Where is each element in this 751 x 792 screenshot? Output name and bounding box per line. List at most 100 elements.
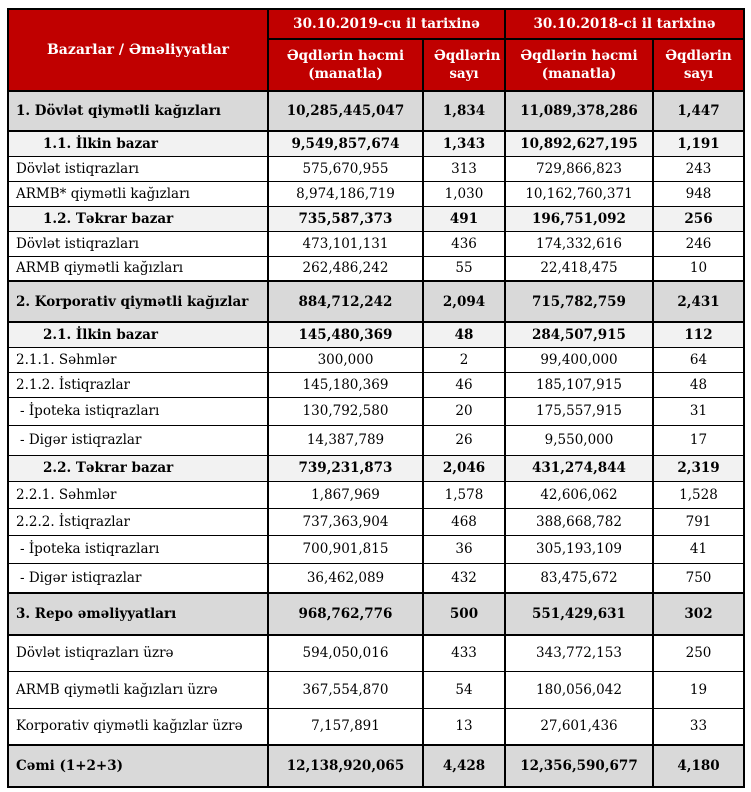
row-value: 433 [422,634,506,672]
table-row: Dövlət istiqrazları üzrə 594,050,016 433 34… [7,634,745,672]
row-value: 1,528 [652,480,745,509]
table-row: Cəmi (1+2+3) 12,138,920,065 4,428 12,356,59… [7,744,745,788]
row-value: 729,866,823 [504,155,654,182]
row-value: 27,601,436 [504,707,654,746]
row-value: 594,050,016 [267,634,424,672]
row-label: - Digər istiqrazlar [7,424,269,456]
table-row: Dövlət istiqrazları 575,670,955 313 729,866… [7,155,745,182]
row-label: ARMB qiymətli kağızları üzrə [7,670,269,709]
row-label: Cəmi (1+2+3) [7,744,269,788]
row-value: 300,000 [267,346,424,373]
row-value: 737,363,904 [267,507,424,536]
row-value: 174,332,616 [504,230,654,257]
row-value: 36 [422,534,506,564]
row-value: 715,782,759 [504,280,654,323]
row-value: 9,549,857,674 [267,130,424,157]
row-value: 343,772,153 [504,634,654,672]
row-value: 302 [652,592,745,636]
row-value: 22,418,475 [504,255,654,282]
row-label: 2.1. İlkin bazar [7,321,269,348]
row-value: 99,400,000 [504,346,654,373]
row-value: 948 [652,180,745,207]
row-value: 1,447 [652,90,745,132]
row-value: 10 [652,255,745,282]
col-header-count-2019: Əqdlərin sayı [422,38,506,92]
row-value: 739,231,873 [267,454,424,482]
row-value: 700,901,815 [267,534,424,564]
row-value: 305,193,109 [504,534,654,564]
row-label: 1. Dövlət qiymətli kağızları [7,90,269,132]
row-value: 284,507,915 [504,321,654,348]
row-value: 575,670,955 [267,155,424,182]
row-value: 14,387,789 [267,424,424,456]
row-value: 10,892,627,195 [504,130,654,157]
row-value: 313 [422,155,506,182]
row-value: 175,557,915 [504,396,654,426]
row-value: 12,138,920,065 [267,744,424,788]
table-row: 1.1. İlkin bazar 9,549,857,674 1,343 10,892… [7,130,745,157]
row-value: 46 [422,371,506,398]
row-value: 185,107,915 [504,371,654,398]
row-value: 968,762,776 [267,592,424,636]
row-value: 2,431 [652,280,745,323]
row-label: - İpoteka istiqrazları [7,534,269,564]
row-value: 2,094 [422,280,506,323]
row-label: ARMB* qiymətli kağızları [7,180,269,207]
row-value: 145,180,369 [267,371,424,398]
row-value: 17 [652,424,745,456]
row-value: 41 [652,534,745,564]
row-value: 750 [652,562,745,594]
row-value: 180,056,042 [504,670,654,709]
row-value: 10,285,445,047 [267,90,424,132]
row-value: 551,429,631 [504,592,654,636]
row-value: 256 [652,205,745,232]
row-value: 130,792,580 [267,396,424,426]
row-value: 48 [422,321,506,348]
table-row: - İpoteka istiqrazları 700,901,815 36 305,1… [7,534,745,564]
row-label: 2.1.2. İstiqrazlar [7,371,269,398]
row-label: Dövlət istiqrazları [7,155,269,182]
col-group-2019: 30.10.2019-cu il tarixinə [267,8,506,40]
row-label: 1.1. İlkin bazar [7,130,269,157]
row-value: 10,162,760,371 [504,180,654,207]
table-row: 2.2. Təkrar bazar 739,231,873 2,046 431,274… [7,454,745,482]
row-value: 735,587,373 [267,205,424,232]
row-value: 8,974,186,719 [267,180,424,207]
row-value: 55 [422,255,506,282]
col-header-count-2018: Əqdlərin sayı [652,38,745,92]
row-label: - Digər istiqrazlar [7,562,269,594]
col-group-2018: 30.10.2018-ci il tarixinə [504,8,745,40]
row-value: 250 [652,634,745,672]
table-row: 1.2. Təkrar bazar 735,587,373 491 196,751,0… [7,205,745,232]
header-sub-row: Əqdlərin həcmi (manatla) Əqdlərin sayı Ə… [8,38,745,92]
table-row: ARMB* qiymətli kağızları 8,974,186,719 1,0… [7,180,745,207]
row-value: 19 [652,670,745,709]
row-label: - İpoteka istiqrazları [7,396,269,426]
table-header: Bazarlar / Əməliyyatlar 30.10.2019-cu il… [7,8,745,92]
table-row: - İpoteka istiqrazları 130,792,580 20 175,5… [7,396,745,426]
table-row: - Digər istiqrazlar 14,387,789 26 9,550,000… [7,424,745,456]
table-row: ARMB qiymətli kağızları üzrə 367,554,870 5… [7,670,745,709]
row-value: 196,751,092 [504,205,654,232]
row-value: 431,274,844 [504,454,654,482]
row-label: 1.2. Təkrar bazar [7,205,269,232]
table-row: 2.1.1. Səhmlər 300,000 2 99,400,000 64 [7,346,745,373]
row-value: 1,030 [422,180,506,207]
row-value: 64 [652,346,745,373]
row-label: Dövlət istiqrazları [7,230,269,257]
table-row: ARMB qiymətli kağızları 262,486,242 55 22,4… [7,255,745,282]
table-row: 2.2.2. İstiqrazlar 737,363,904 468 388,668,… [7,507,745,536]
row-value: 9,550,000 [504,424,654,456]
row-value: 11,089,378,286 [504,90,654,132]
securities-market-table: Bazarlar / Əməliyyatlar 30.10.2019-cu il… [7,8,745,788]
row-label: 2.1.1. Səhmlər [7,346,269,373]
row-label: 2.2.1. Səhmlər [7,480,269,509]
row-value: 7,157,891 [267,707,424,746]
row-value: 1,343 [422,130,506,157]
row-value: 468 [422,507,506,536]
header-group-row: Bazarlar / Əməliyyatlar 30.10.2019-cu il… [7,8,745,92]
row-value: 4,428 [422,744,506,788]
table-body: 1. Dövlət qiymətli kağızları 10,285,445,0… [7,90,745,788]
row-value: 246 [652,230,745,257]
table-row: 2.1.2. İstiqrazlar 145,180,369 46 185,107,9… [7,371,745,398]
